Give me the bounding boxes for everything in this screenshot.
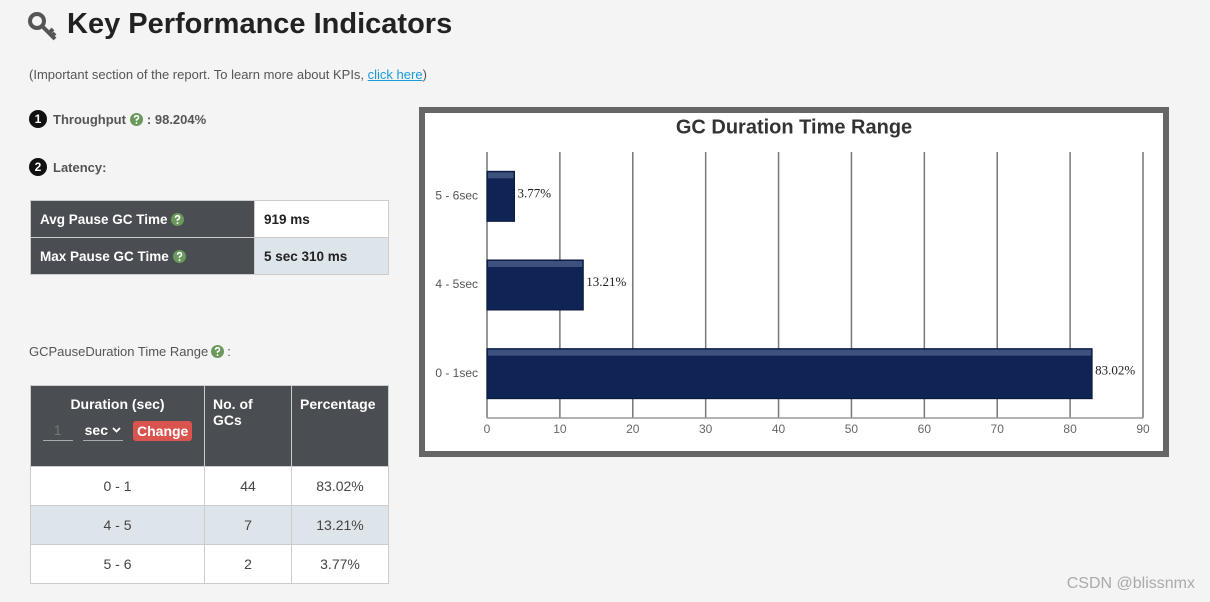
watermark: CSDN @blissnmx [1066, 575, 1195, 592]
x-tick-label: 60 [918, 422, 932, 436]
latency-label: Latency: [53, 159, 107, 175]
cell: 0 - 1 [30, 466, 205, 506]
header-cell: Duration (sec) 1 sec Change [30, 385, 205, 467]
x-tick-label: 80 [1063, 422, 1077, 436]
unit-select[interactable]: sec [82, 420, 123, 441]
label: Avg Pause GC Time [40, 211, 168, 227]
cell: 5 - 6 [30, 544, 205, 584]
x-tick-label: 30 [699, 422, 713, 436]
change-button[interactable]: Change [133, 420, 193, 441]
cell: 7 [204, 505, 292, 545]
x-tick-label: 40 [772, 422, 786, 436]
note-text: ) [422, 67, 427, 82]
range-label: GCPauseDuration Time Range : [29, 344, 231, 359]
label: : [227, 344, 231, 359]
header-cell: No. of GCs [204, 385, 292, 467]
help-icon[interactable] [129, 112, 143, 126]
chart-title: GC Duration Time Range [676, 116, 912, 138]
kpi-link[interactable]: click here [367, 67, 423, 82]
latency-table: Avg Pause GC Time 919 ms Max Pause GC Ti… [30, 200, 389, 275]
throughput-value: : 98.204% [146, 111, 207, 127]
value-label: 83.02% [1095, 363, 1135, 378]
row-label: Max Pause GC Time [30, 237, 255, 275]
bar-highlight [488, 349, 1092, 356]
header-text: Duration (sec) [70, 396, 165, 412]
row-value: 919 ms [254, 200, 389, 238]
bar [486, 348, 1093, 400]
range-table: Duration (sec) 1 sec Change No. of GCs P… [30, 385, 389, 584]
value-label: 13.21% [586, 274, 626, 289]
row-value: 5 sec 310 ms [254, 237, 389, 275]
bar [486, 170, 515, 222]
cell: 13.21% [291, 505, 389, 545]
cell: 3.77% [291, 544, 389, 584]
cell: 44 [204, 466, 292, 506]
header-cell: Percentage [291, 385, 389, 467]
chart: GC Duration Time Range 0 10 20 30 40 50 60 70 80… [419, 107, 1169, 457]
help-icon[interactable] [171, 213, 185, 227]
select-text: sec [84, 422, 108, 438]
throughput: 1 Throughput : 98.204% [29, 110, 206, 128]
x-tick-label: 0 [484, 422, 491, 436]
label: GCPauseDuration Time Range [29, 344, 209, 359]
note: (Important section of the report. To lea… [29, 67, 427, 82]
row-label: Avg Pause GC Time [30, 200, 255, 238]
key-icon [28, 12, 57, 41]
cell: 83.02% [291, 466, 389, 506]
help-icon[interactable] [172, 250, 186, 264]
chevron [112, 427, 121, 433]
x-tick-label: 10 [553, 422, 567, 436]
bar [486, 259, 584, 311]
bar-highlight [488, 172, 514, 179]
cell: 4 - 5 [30, 505, 205, 545]
throughput-label: Throughput [53, 111, 126, 127]
y-tick-label: 5 - 6sec [435, 189, 478, 203]
label: Max Pause GC Time [40, 248, 169, 264]
cell: 2 [204, 544, 292, 584]
bar-highlight [488, 261, 583, 267]
x-tick-label: 50 [845, 422, 859, 436]
page-title: Key Performance Indicators [67, 8, 453, 40]
x-tick-label: 70 [991, 422, 1005, 436]
help-icon[interactable] [211, 345, 225, 358]
note-text: (Important section of the report. To lea… [29, 67, 368, 82]
x-tick-label: 20 [626, 422, 640, 436]
value-label: 3.77% [517, 185, 551, 200]
duration-input[interactable]: 1 [42, 420, 73, 441]
y-tick-label: 4 - 5sec [435, 277, 478, 291]
x-tick-label: 90 [1136, 422, 1150, 436]
step-number: 2 [29, 158, 47, 176]
step-number: 1 [29, 110, 47, 128]
controls: 1 sec Change [39, 420, 196, 441]
latency: 2 Latency: [29, 158, 106, 176]
y-tick-label: 0 - 1sec [435, 366, 478, 380]
